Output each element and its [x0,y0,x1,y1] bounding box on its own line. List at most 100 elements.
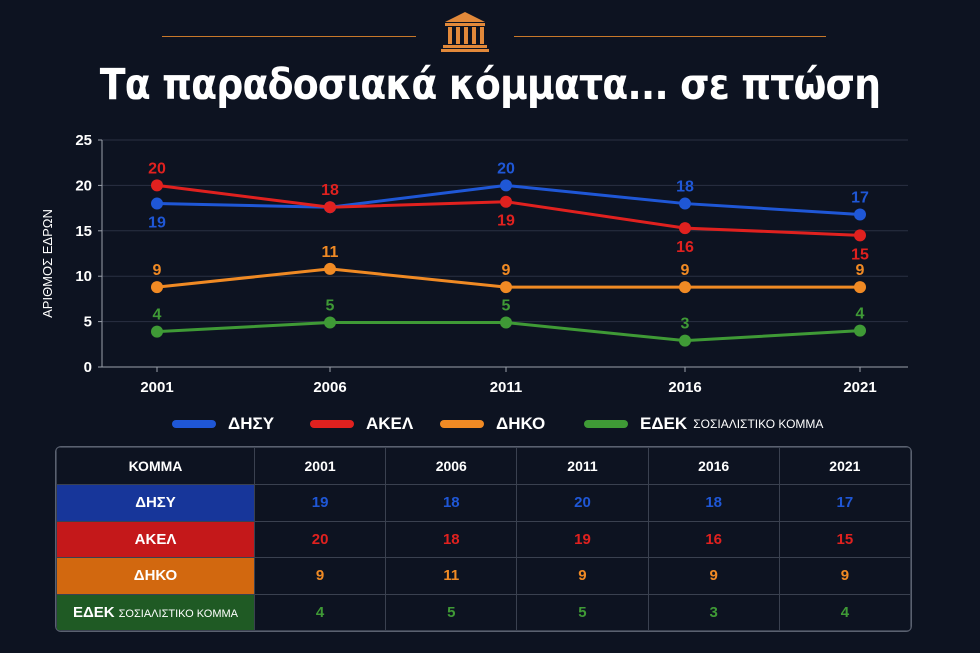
seats-value-cell: 4 [253,593,387,631]
table-header-cell: 2016 [647,447,780,485]
data-label: 19 [148,215,166,232]
data-point [679,334,691,347]
data-point [500,179,512,192]
legend-swatch [584,420,628,428]
data-label: 9 [153,262,162,279]
data-label: 18 [321,182,339,199]
x-tick-label: 2016 [668,379,701,396]
legend-item: ΕΔΕΚ ΣΟΣΙΑΛΙΣΤΙΚΟ ΚΟΜΜΑ [584,412,823,436]
legend-item: ΔΗΚΟ [440,412,545,436]
y-tick-label: 20 [75,177,92,194]
data-point [679,222,691,235]
header-divider-left [162,36,416,37]
table-row: ΔΗΚΟ 9 11 9 9 9 [56,557,911,595]
table-row: ΔΗΣΥ 19 18 20 18 17 [56,484,911,522]
table-header-row: ΚΟΜΜΑ 2001 2006 2011 2016 2021 [56,447,911,485]
seats-value-cell: 9 [778,557,911,595]
table-header-cell: 2001 [253,447,387,485]
data-point [324,262,336,275]
data-point [151,281,163,294]
party-name-cell: ΔΗΣΥ [56,484,255,522]
data-point [324,201,336,214]
table-header-cell: ΚΟΜΜΑ [56,447,255,485]
data-label: 4 [856,306,865,323]
seats-value-cell: 20 [516,484,649,522]
data-label: 9 [502,262,511,279]
table-header-cell: 2006 [385,447,518,485]
data-label: 20 [148,160,166,177]
header-divider-right [514,36,826,37]
x-tick-label: 2006 [313,379,346,396]
x-tick-label: 2001 [140,379,173,396]
table-row: ΕΔΕΚ ΣΟΣΙΑΛΙΣΤΙΚΟ ΚΟΜΜΑ 4 5 5 3 4 [56,593,911,631]
data-label: 3 [681,316,690,333]
table-row: ΑΚΕΛ 20 18 19 16 15 [56,520,911,558]
data-label: 5 [326,298,335,315]
party-name-cell: ΕΔΕΚ ΣΟΣΙΑΛΙΣΤΙΚΟ ΚΟΜΜΑ [56,593,255,631]
y-tick-label: 15 [75,223,92,240]
seats-value-cell: 9 [516,557,649,595]
seats-table: ΚΟΜΜΑ 2001 2006 2011 2016 2021 ΔΗΣΥ 19 18 2… [55,446,912,632]
data-point [854,208,866,221]
parliament-icon [441,12,489,52]
party-name: ΔΗΚΟ [133,567,178,585]
chart-legend: ΔΗΣΥ ΑΚΕΛ ΔΗΚΟ ΕΔΕΚ ΣΟΣΙΑΛΙΣΤΙΚΟ ΚΟΜΜΑ [0,412,980,436]
seats-value-cell: 18 [385,520,518,558]
seats-value-cell: 18 [385,484,518,522]
data-label: 15 [851,246,869,263]
y-tick-label: 25 [75,132,92,149]
legend-sublabel: ΣΟΣΙΑΛΙΣΤΙΚΟ ΚΟΜΜΑ [693,417,824,431]
data-point [500,195,512,208]
party-name-cell: ΑΚΕΛ [56,520,255,558]
party-name: ΔΗΣΥ [135,494,176,512]
data-label: 20 [497,160,515,177]
seats-value-cell: 19 [253,484,387,522]
data-point [679,281,691,294]
data-point [854,229,866,242]
data-point [500,281,512,294]
legend-label: ΑΚΕΛ [366,414,414,433]
legend-swatch [310,420,354,428]
legend-item: ΔΗΣΥ [172,412,274,436]
data-label: 9 [856,262,865,279]
legend-label: ΔΗΣΥ [228,414,275,433]
y-tick-label: 0 [84,359,92,376]
data-point [151,325,163,338]
data-label: 16 [676,239,694,256]
data-label: 18 [676,179,694,196]
legend-label: ΕΔΕΚ [640,414,688,433]
data-label: 11 [322,244,339,261]
y-tick-label: 5 [84,314,92,331]
seats-value-cell: 5 [385,593,518,631]
seats-value-cell: 3 [647,593,780,631]
seats-value-cell: 5 [516,593,649,631]
x-tick-label: 2021 [843,379,876,396]
seats-value-cell: 20 [253,520,387,558]
seats-value-cell: 4 [778,593,911,631]
party-name: ΑΚΕΛ [134,530,177,548]
seats-value-cell: 9 [253,557,387,595]
seats-value-cell: 19 [516,520,649,558]
data-label: 5 [502,298,511,315]
data-point [151,197,163,210]
page-title: Τα παραδοσιακά κόμματα... σε πτώση [99,60,881,110]
seats-value-cell: 15 [778,520,911,558]
data-point [854,324,866,337]
party-subname: ΣΟΣΙΑΛΙΣΤΙΚΟ ΚΟΜΜΑ [118,607,238,620]
legend-swatch [172,420,216,428]
table-header-cell: 2021 [778,447,911,485]
data-point [854,281,866,294]
seats-value-cell: 17 [778,484,911,522]
data-point [151,179,163,192]
data-label: 17 [851,189,869,206]
seats-value-cell: 11 [385,557,518,595]
legend-label: ΔΗΚΟ [496,414,546,433]
party-name: ΕΔΕΚ [73,603,115,621]
data-label: 9 [681,262,690,279]
seats-value-cell: 9 [647,557,780,595]
data-point [679,197,691,210]
seats-value-cell: 18 [647,484,780,522]
x-tick-label: 2011 [490,379,523,396]
data-point [500,316,512,329]
